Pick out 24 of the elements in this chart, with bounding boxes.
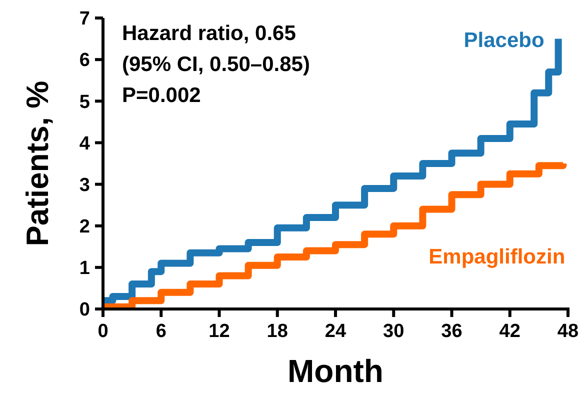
annotation: (95% CI, 0.50–0.85) — [122, 53, 310, 76]
x-tick-label: 24 — [324, 321, 346, 342]
x-axis-title: Month — [288, 353, 384, 389]
annotation: P=0.002 — [122, 84, 201, 107]
y-tick-label: 4 — [79, 133, 90, 154]
x-tick-label: 42 — [499, 321, 520, 342]
y-tick-label: 5 — [79, 92, 90, 113]
x-tick-label: 6 — [156, 321, 166, 342]
y-tick-label: 2 — [79, 216, 90, 238]
y-tick-label: 3 — [79, 174, 90, 196]
y-tick-label: 6 — [79, 50, 90, 72]
x-tick-label: 18 — [266, 321, 288, 342]
series-label: Empagliflozin — [428, 246, 566, 268]
x-tick-label: 48 — [557, 321, 579, 342]
y-tick-label: 1 — [79, 258, 90, 280]
y-tick-label: 7 — [79, 8, 90, 30]
x-tick-label: 36 — [441, 321, 462, 342]
x-tick-label: 0 — [98, 321, 108, 342]
y-axis-title: Patients, % — [20, 80, 55, 246]
x-tick-label: 30 — [383, 321, 404, 342]
x-tick-label: 12 — [208, 321, 230, 342]
series-label: Placebo — [464, 28, 544, 52]
annotation: Hazard ratio, 0.65 — [122, 22, 296, 45]
y-tick-label: 0 — [79, 300, 90, 321]
